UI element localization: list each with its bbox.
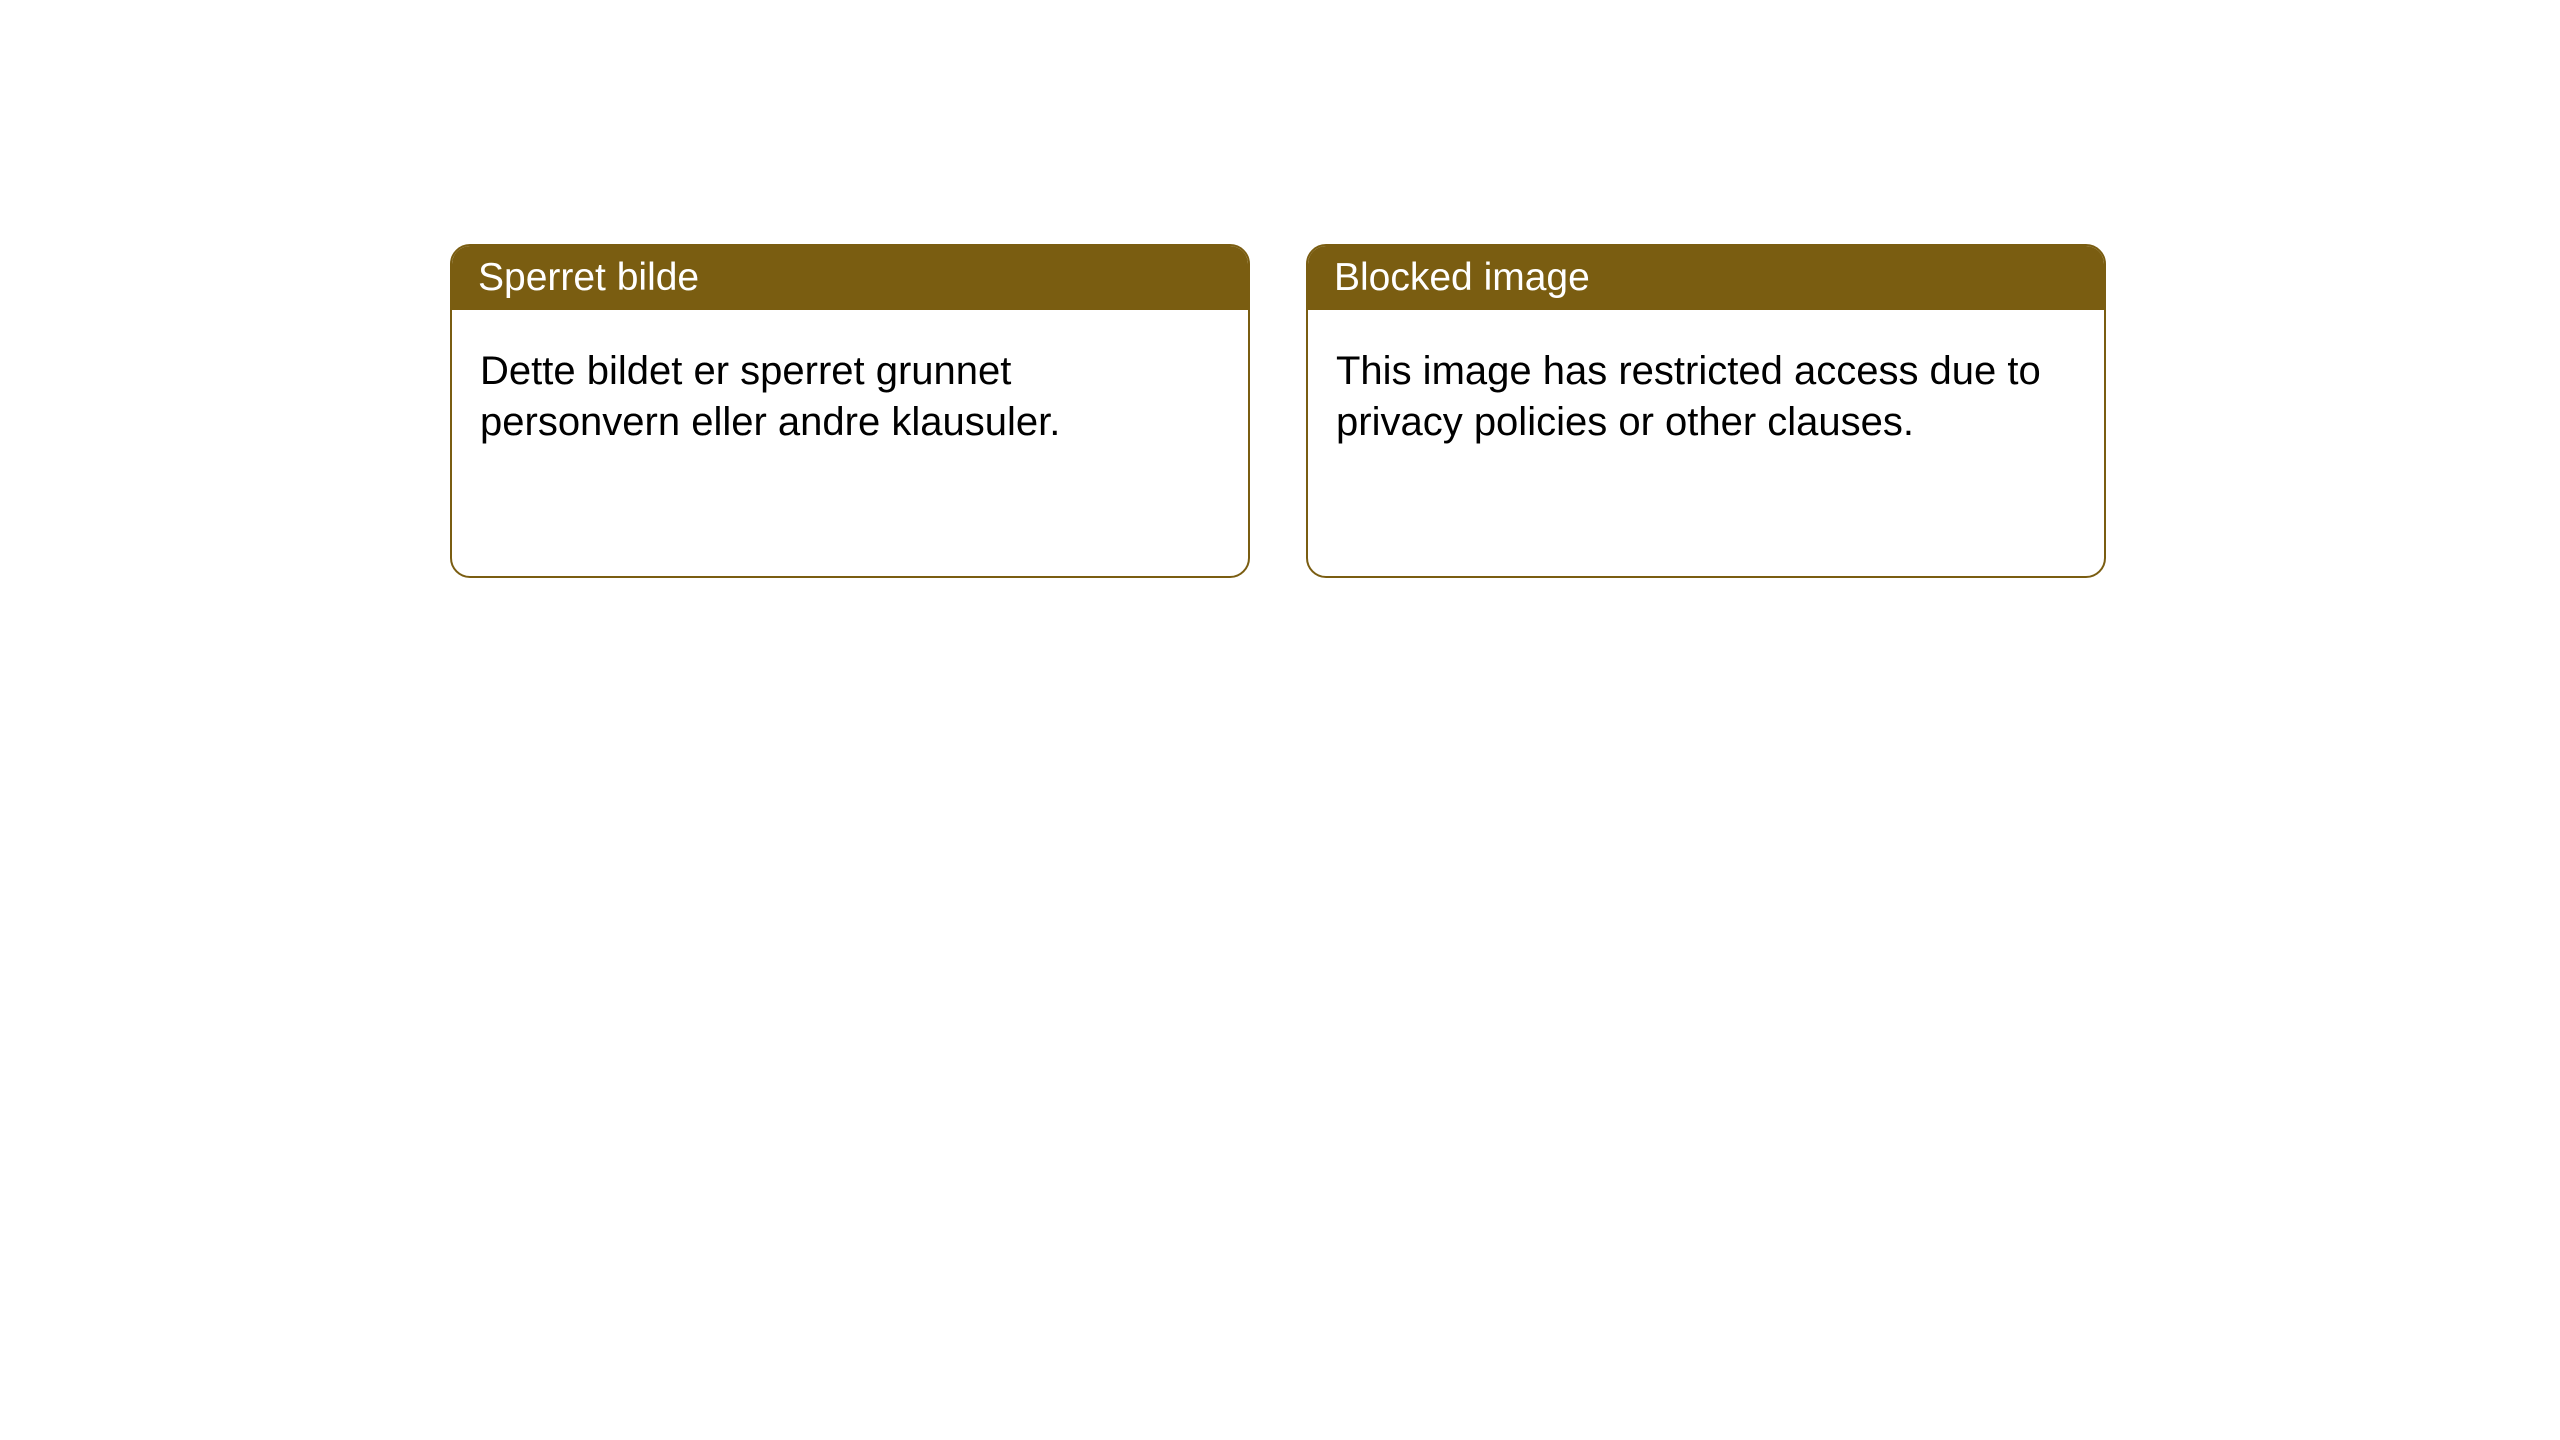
notice-cards-container: Sperret bilde Dette bildet er sperret gr… [0, 0, 2560, 578]
notice-body-text: Dette bildet er sperret grunnet personve… [480, 349, 1060, 444]
notice-title: Sperret bilde [478, 256, 699, 299]
notice-body-text: This image has restricted access due to … [1336, 349, 2041, 444]
notice-card-header: Blocked image [1308, 246, 2104, 310]
notice-card-header: Sperret bilde [452, 246, 1248, 310]
notice-title: Blocked image [1334, 256, 1590, 299]
notice-card-norwegian: Sperret bilde Dette bildet er sperret gr… [450, 244, 1250, 578]
notice-card-english: Blocked image This image has restricted … [1306, 244, 2106, 578]
notice-card-body: This image has restricted access due to … [1308, 310, 2104, 484]
notice-card-body: Dette bildet er sperret grunnet personve… [452, 310, 1248, 484]
